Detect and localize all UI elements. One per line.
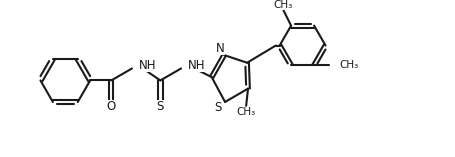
Text: CH₃: CH₃: [273, 0, 293, 10]
Text: O: O: [106, 100, 116, 113]
Text: CH₃: CH₃: [338, 60, 358, 70]
Text: CH₃: CH₃: [236, 107, 255, 116]
Text: NH: NH: [187, 59, 205, 72]
Text: S: S: [214, 101, 222, 114]
Text: N: N: [216, 42, 224, 55]
Text: S: S: [157, 100, 164, 113]
Text: NH: NH: [138, 59, 156, 72]
